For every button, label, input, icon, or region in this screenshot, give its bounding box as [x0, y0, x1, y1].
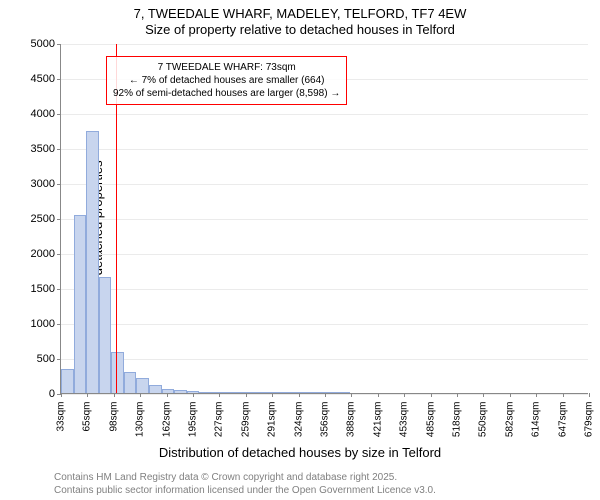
- annotation-box: 7 TWEEDALE WHARF: 73sqm← 7% of detached …: [106, 56, 347, 105]
- histogram-bar: [86, 131, 99, 394]
- gridline: [61, 254, 588, 255]
- annotation-line: 92% of semi-detached houses are larger (…: [113, 87, 340, 100]
- gridline: [61, 359, 588, 360]
- histogram-bar: [237, 392, 250, 393]
- histogram-bar: [174, 390, 187, 393]
- gridline: [61, 219, 588, 220]
- histogram-bar: [199, 392, 212, 393]
- gridline: [61, 149, 588, 150]
- histogram-bar: [162, 389, 175, 393]
- y-tick-label: 2500: [21, 213, 55, 225]
- histogram-bar: [61, 369, 74, 394]
- y-tick-label: 4500: [21, 73, 55, 85]
- gridline: [61, 289, 588, 290]
- histogram-bar: [325, 392, 338, 393]
- annotation-line: 7 TWEEDALE WHARF: 73sqm: [113, 61, 340, 74]
- histogram-bar: [250, 392, 263, 393]
- gridline: [61, 324, 588, 325]
- histogram-bar: [312, 392, 325, 393]
- title-line2: Size of property relative to detached ho…: [0, 22, 600, 37]
- y-tick-label: 3000: [21, 178, 55, 190]
- histogram-bar: [212, 392, 225, 393]
- x-axis-label: Distribution of detached houses by size …: [0, 445, 600, 460]
- attribution-line2: Contains public sector information licen…: [54, 485, 436, 498]
- y-tick-label: 1000: [21, 318, 55, 330]
- histogram-bar: [275, 392, 288, 393]
- y-tick-label: 500: [21, 353, 55, 365]
- gridline: [61, 184, 588, 185]
- histogram-bar: [338, 392, 351, 393]
- gridline: [61, 44, 588, 45]
- gridline: [61, 114, 588, 115]
- histogram-bar: [124, 372, 137, 393]
- y-tick-label: 3500: [21, 143, 55, 155]
- histogram-bar: [224, 392, 237, 393]
- histogram-bar: [149, 385, 162, 393]
- title-line1: 7, TWEEDALE WHARF, MADELEY, TELFORD, TF7…: [0, 6, 600, 21]
- plot-area: 0500100015002000250030003500400045005000…: [60, 44, 588, 394]
- attribution-line1: Contains HM Land Registry data © Crown c…: [54, 472, 436, 485]
- histogram-bar: [99, 277, 112, 393]
- y-tick-label: 0: [21, 388, 55, 400]
- histogram-bar: [300, 392, 313, 393]
- y-tick-label: 2000: [21, 248, 55, 260]
- y-tick-label: 1500: [21, 283, 55, 295]
- histogram-bar: [74, 215, 87, 394]
- histogram-bar: [136, 378, 149, 393]
- y-tick-label: 5000: [21, 38, 55, 50]
- annotation-line: ← 7% of detached houses are smaller (664…: [113, 74, 340, 87]
- histogram-bar: [111, 352, 124, 393]
- attribution: Contains HM Land Registry data © Crown c…: [54, 472, 436, 497]
- y-tick-label: 4000: [21, 108, 55, 120]
